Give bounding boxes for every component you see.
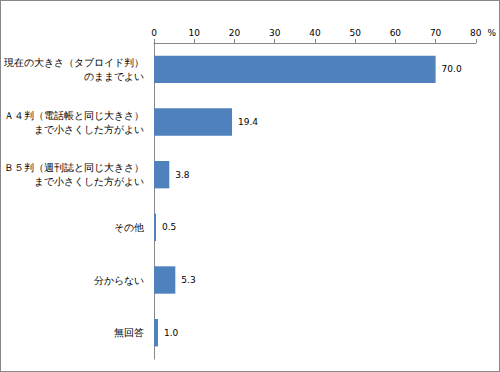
svg-text:0: 0 — [151, 28, 157, 38]
svg-text:3.8: 3.8 — [175, 170, 190, 180]
svg-text:5.3: 5.3 — [181, 275, 195, 285]
svg-text:Ｂ５判（週刊誌と同じ大きさ）: Ｂ５判（週刊誌と同じ大きさ） — [4, 162, 144, 173]
svg-text:30: 30 — [269, 28, 281, 38]
svg-text:19.4: 19.4 — [238, 117, 258, 127]
svg-text:Ａ４判（電話帳と同じ大きさ）: Ａ４判（電話帳と同じ大きさ） — [4, 110, 144, 121]
svg-text:%: % — [487, 28, 496, 38]
svg-text:のままでよい: のままでよい — [84, 71, 144, 82]
svg-text:無回答: 無回答 — [114, 327, 144, 338]
svg-text:分からない: 分からない — [94, 275, 144, 286]
svg-text:70: 70 — [430, 28, 442, 38]
svg-text:まで小さくした方がよい: まで小さくした方がよい — [34, 176, 144, 187]
svg-text:その他: その他 — [114, 222, 144, 233]
svg-text:0.5: 0.5 — [162, 222, 176, 232]
svg-text:50: 50 — [349, 28, 361, 38]
svg-text:10: 10 — [189, 28, 201, 38]
svg-text:40: 40 — [309, 28, 321, 38]
svg-text:60: 60 — [390, 28, 402, 38]
svg-text:1.0: 1.0 — [164, 328, 179, 338]
svg-text:まで小さくした方がよい: まで小さくした方がよい — [34, 124, 144, 135]
svg-text:80: 80 — [470, 28, 482, 38]
svg-text:現在の大きさ（タブロイド判）: 現在の大きさ（タブロイド判） — [4, 57, 144, 68]
svg-text:70.0: 70.0 — [442, 64, 462, 74]
svg-text:20: 20 — [229, 28, 241, 38]
